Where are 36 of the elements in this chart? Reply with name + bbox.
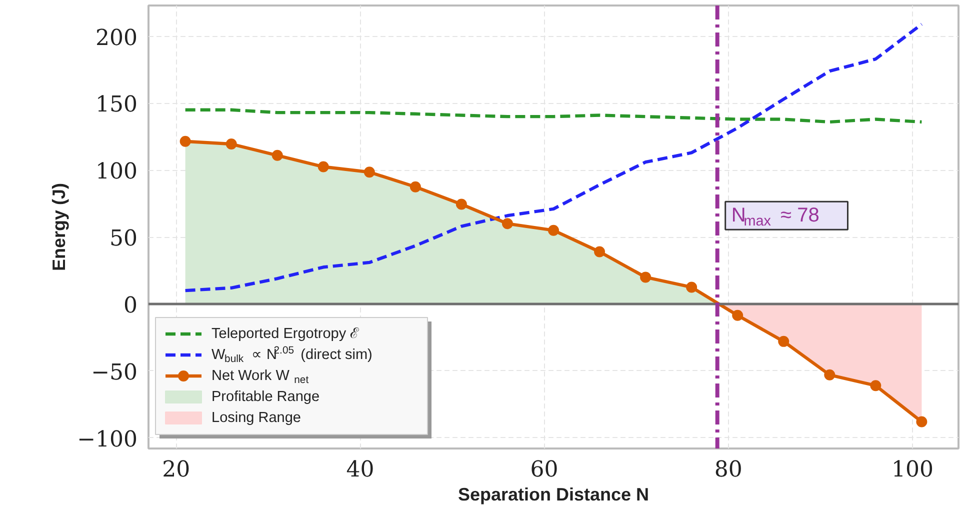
- legend-label: Teleported Ergotropy ℰ: [212, 326, 360, 342]
- point: [686, 282, 698, 293]
- x-tick-label: 100: [891, 458, 934, 482]
- point: [180, 136, 191, 147]
- y-tick-label: 50: [110, 226, 138, 252]
- y-axis-title: Energy (J): [49, 182, 70, 272]
- x-tick-label: 60: [530, 458, 558, 482]
- x-tick-label: 20: [162, 458, 190, 482]
- point: [870, 380, 882, 392]
- y-tick-label: −100: [77, 427, 138, 452]
- point: [272, 150, 283, 161]
- y-tick-label: −50: [91, 360, 138, 386]
- x-tick-label: 80: [714, 458, 742, 482]
- y-tick-label: 0: [124, 293, 138, 318]
- point: [364, 166, 375, 178]
- x-tick-label: 40: [346, 458, 374, 482]
- point: [916, 416, 928, 428]
- y-tick-label: 100: [96, 160, 138, 185]
- point: [318, 161, 329, 172]
- point: [410, 181, 421, 192]
- point: [548, 224, 559, 236]
- point: [502, 218, 513, 230]
- y-tick-label: 200: [96, 26, 138, 51]
- legend-label: Profitable Range: [212, 389, 320, 405]
- point: [456, 198, 467, 210]
- legend-label: Losing Range: [212, 410, 301, 426]
- point: [594, 246, 606, 258]
- point: [732, 310, 744, 321]
- point: [824, 369, 836, 380]
- line-series: [184, 108, 924, 124]
- line-series: [184, 22, 924, 292]
- point: [778, 336, 790, 347]
- y-tick-label: 150: [96, 92, 138, 118]
- point: [640, 272, 652, 283]
- point: [226, 138, 237, 150]
- x-axis-title: Separation Distance N: [458, 484, 650, 504]
